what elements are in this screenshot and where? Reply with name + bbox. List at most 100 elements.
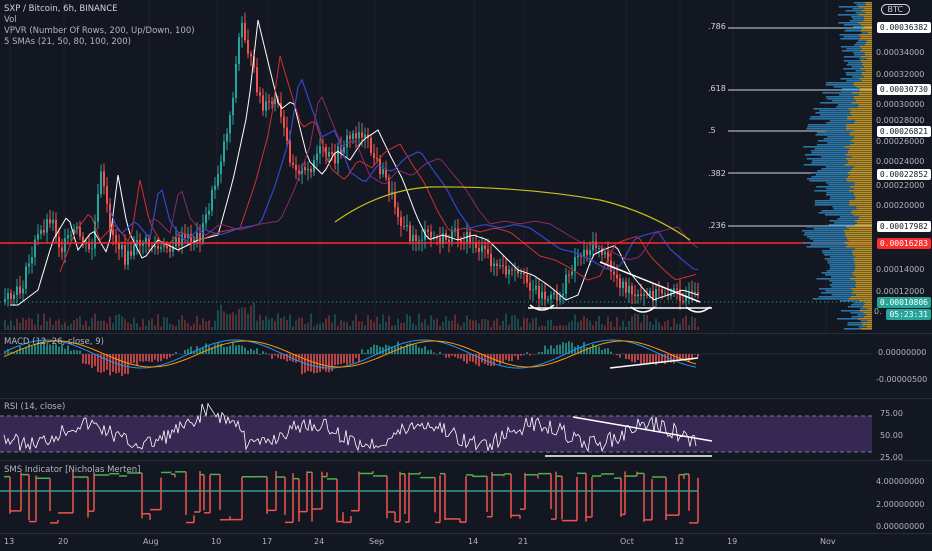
candle-body (58, 237, 60, 247)
vpvr-bar-up (807, 126, 846, 128)
volume-bar (385, 322, 387, 330)
vpvr-bar-up (827, 270, 854, 272)
time-axis[interactable]: 13 20 Aug 10 17 24 Sep 14 21 Oct 12 19 N… (0, 533, 932, 551)
vpvr-bar-down (861, 30, 872, 32)
macd-legend[interactable]: MACD (12, 26, close, 9) (4, 337, 104, 348)
rsi-legend[interactable]: RSI (14, close) (4, 402, 65, 413)
macd-histogram-bar (73, 350, 75, 354)
vpvr-bar-down (862, 324, 872, 326)
volume-bar (610, 321, 612, 330)
volume-bar (70, 324, 72, 330)
volume-bar (658, 322, 660, 330)
volume-bar (562, 325, 564, 330)
vpvr-bar-down (854, 142, 872, 144)
candle-body (328, 152, 330, 156)
horizontal-line-price-label[interactable]: 0.00016283 (877, 238, 931, 249)
macd-histogram-bar (250, 349, 252, 354)
vpvr-bar-up (842, 88, 860, 90)
candle-body (211, 190, 213, 211)
macd-histogram-bar (301, 354, 303, 374)
vpvr-bar-down (852, 272, 872, 274)
volume-bar (529, 323, 531, 330)
volume-bar (556, 326, 558, 330)
vpvr-bar-down (865, 52, 872, 54)
rsi-pane[interactable]: RSI (14, close) 75.00 50.00 25.00 (0, 399, 932, 460)
sma-legend[interactable]: 5 SMAs (21, 50, 80, 100, 200) (4, 37, 195, 48)
vpvr-bar-down (861, 10, 872, 12)
macd-histogram-bar (337, 354, 339, 365)
price-tick: 0.00012000 (876, 287, 924, 296)
fib-price-label[interactable]: 0.00026821 (877, 126, 931, 137)
vpvr-bar-down (849, 134, 872, 136)
volume-bar (625, 327, 627, 330)
macd-histogram-bar (436, 354, 438, 355)
vpvr-legend[interactable]: VPVR (Number Of Rows, 200, Up/Down, 100) (4, 26, 195, 37)
macd-histogram-bar (154, 354, 156, 360)
vpvr-bar-up (830, 196, 855, 198)
volume-bar (109, 317, 111, 330)
candle-body (397, 207, 399, 217)
volume-bar (478, 324, 480, 330)
macd-histogram-bar (232, 342, 234, 354)
macd-histogram-bar (370, 347, 372, 354)
vpvr-bar-up (807, 178, 846, 180)
macd-histogram-bar (490, 354, 492, 366)
last-price-label[interactable]: 0.00010806 (877, 297, 931, 308)
vpvr-bar-up (815, 200, 849, 202)
candle-body (178, 238, 180, 246)
volume-bar (505, 314, 507, 330)
vpvr-bar-up (838, 14, 858, 16)
vpvr-bar-down (846, 128, 872, 130)
candle-body (319, 146, 321, 153)
fib-price-label[interactable]: 0.00022852 (877, 169, 931, 180)
macd-histogram-bar (601, 350, 603, 354)
candle-body (676, 288, 678, 289)
candle-body (625, 282, 627, 293)
macd-chart[interactable] (0, 334, 932, 398)
vpvr-bar-up (826, 192, 853, 194)
sms-legend[interactable]: SMS Indicator [Nicholas Merten] (4, 465, 140, 476)
vpvr-bar-down (854, 260, 872, 262)
time-label: 24 (314, 537, 324, 546)
price-chart[interactable] (0, 0, 932, 333)
vpvr-bar-up (856, 12, 866, 14)
price-axis[interactable]: 0.00034000 0.00032000 0.00030000 0.00028… (872, 0, 932, 333)
vpvr-bar-up (839, 6, 859, 8)
vpvr-bar-down (862, 322, 872, 324)
candle-body (235, 64, 237, 98)
fib-price-label[interactable]: 0.00036382 (877, 22, 931, 33)
vpvr-bar-up (829, 280, 855, 282)
volume-bar (223, 311, 225, 330)
price-pane[interactable]: SXP / Bitcoin, 6h, BINANCE Vol VPVR (Num… (0, 0, 932, 333)
vpvr-bar-down (846, 236, 872, 238)
vpvr-bar-up (846, 48, 861, 50)
candle-body (34, 240, 36, 258)
candle-body (334, 154, 336, 163)
candle-body (115, 235, 117, 243)
sms-pane[interactable]: SMS Indicator [Nicholas Merten] 4.000000… (0, 461, 932, 533)
volume-bar (379, 324, 381, 330)
macd-histogram-bar (22, 349, 24, 354)
volume-bar (310, 314, 312, 330)
volume-bar (694, 318, 696, 330)
vpvr-bar-down (849, 112, 872, 114)
volume-bar (532, 319, 534, 330)
volume-bar (46, 321, 48, 330)
vpvr-bar-down (859, 300, 872, 302)
fib-price-label[interactable]: 0.00030730 (877, 84, 931, 95)
vpvr-bar-down (861, 56, 872, 58)
vpvr-bar-up (833, 208, 856, 210)
candle-body (61, 247, 63, 252)
vpvr-bar-down (859, 38, 872, 40)
vpvr-bar-down (862, 48, 872, 50)
candle-body (229, 115, 231, 133)
volume-bar (643, 314, 645, 330)
rsi-chart[interactable] (0, 399, 932, 460)
macd-histogram-bar (76, 350, 78, 354)
volume-legend[interactable]: Vol (4, 15, 195, 26)
vpvr-bar-up (829, 198, 855, 200)
fib-price-label[interactable]: 0.00017982 (877, 221, 931, 232)
vpvr-bar-up (852, 66, 864, 68)
vpvr-bar-down (844, 242, 872, 244)
macd-pane[interactable]: MACD (12, 26, close, 9) 0.00000000 -0.00… (0, 334, 932, 398)
